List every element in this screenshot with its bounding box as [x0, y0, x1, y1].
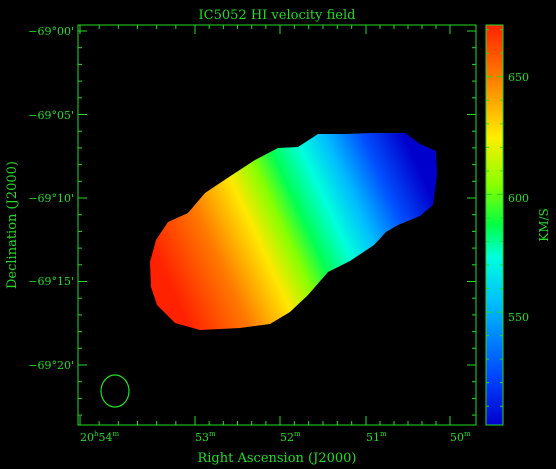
y-tick-label: −69°00' [28, 25, 74, 38]
colorbar-ticks [486, 29, 503, 407]
y-tick-label: −69°20' [28, 359, 74, 372]
chart-title: IC5052 HI velocity field [199, 8, 356, 23]
y-tick-labels: −69°00' −69°05' −69°10' −69°15' −69°20' [28, 25, 74, 372]
axis-ticks [78, 25, 476, 425]
y-axis-label: Declination (J2000) [5, 161, 20, 289]
colorbar-label: KM/S [537, 208, 551, 242]
plot-frame [77, 24, 477, 426]
y-tick-label: −69°15' [28, 275, 74, 288]
x-tick-label: 51m [366, 430, 387, 444]
x-tick-label: 52m [280, 430, 301, 444]
y-tick-label: −69°05' [28, 109, 74, 122]
colorbar-tick-label: 600 [508, 192, 529, 205]
x-tick-labels: 20h54m 53m 52m 51m 50m [80, 430, 471, 444]
x-axis-label: Right Ascension (J2000) [197, 451, 356, 466]
colorbar-tick-labels: 550 600 650 [508, 71, 529, 324]
velocity-field-map [150, 133, 437, 330]
x-tick-label: 20h54m [80, 430, 120, 444]
x-tick-label: 50m [450, 430, 471, 444]
colorbar [485, 24, 504, 426]
colorbar-tick-label: 650 [508, 71, 529, 84]
colorbar-tick-label: 550 [508, 311, 529, 324]
y-tick-label: −69°10' [28, 192, 74, 205]
beam-ellipse [100, 374, 130, 408]
x-tick-label: 53m [195, 430, 216, 444]
